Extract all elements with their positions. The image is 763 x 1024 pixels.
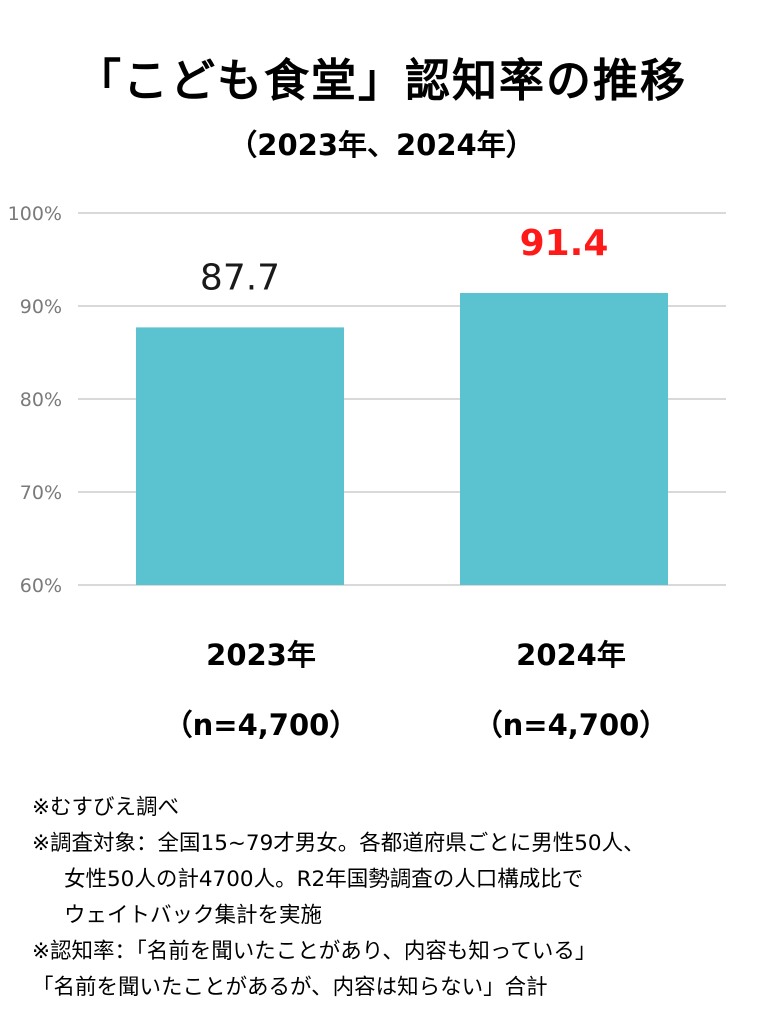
category-label-2023: 2023年 [206,638,316,672]
y-tick-label-60: 60% [20,575,62,597]
bars [136,292,668,585]
category-label-2024: 2024年 [516,638,626,672]
bar-chart: 60% 70% 80% 90% 100% 87.7 91.4 [8,203,726,597]
bar-2024年 [460,292,668,585]
category-sublabel-2024: （n=4,700） [473,708,669,742]
chart-subtitle: （2023年、2024年） [228,128,535,162]
y-tick-label-80: 80% [20,389,62,411]
data-labels: 87.7 91.4 [200,223,608,298]
footnotes: ※むすびえ調べ ※調査対象：全国15~79才男女。各都道府県ごとに男性50人、 … [32,790,752,1006]
y-tick-label-90: 90% [20,296,62,318]
y-tick-label-70: 70% [20,482,62,504]
data-label-2023年: 87.7 [200,257,280,298]
footnote-awareness-definition: ※認知率：「名前を聞いたことがあり、内容も知っている」 [32,939,597,964]
footnote-awareness-definition-cont: 「名前を聞いたことがあるが、内容は知らない」合計 [32,975,548,1000]
footnote-weighting: ウェイトバック集計を実施 [64,903,323,928]
footnote-survey-target-cont: 女性50人の計4700人。R2年国勢調査の人口構成比で [64,867,584,892]
chart-title: 「こども食堂」認知率の推移 [75,54,687,107]
footnote-survey-target: ※調査対象：全国15~79才男女。各都道府県ごとに男性50人、 [32,831,645,856]
bar-2023年 [136,327,344,585]
footnote-source: ※むすびえ調べ [32,795,180,820]
y-tick-label-100: 100% [8,203,62,225]
y-axis-tick-labels: 60% 70% 80% 90% 100% [8,203,62,597]
data-label-2024年: 91.4 [520,223,609,264]
category-sublabel-2023: （n=4,700） [163,708,359,742]
